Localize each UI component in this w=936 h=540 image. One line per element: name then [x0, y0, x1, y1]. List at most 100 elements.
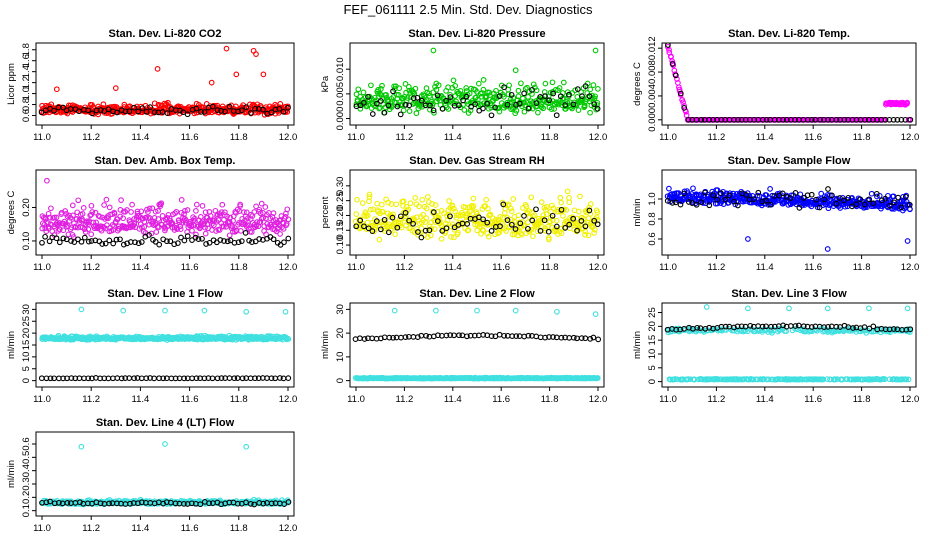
data-point — [423, 215, 430, 221]
data-point — [219, 201, 226, 208]
data-point — [894, 116, 901, 123]
panel-title: Stan. Dev. Li-820 CO2 — [109, 28, 222, 40]
y-tick-label: 20 — [335, 328, 346, 339]
data-point — [270, 210, 277, 216]
data-point — [226, 103, 233, 110]
y-axis-label: ml/min — [632, 199, 643, 227]
x-tick-label: 11.8 — [853, 394, 871, 405]
x-tick-label: 11.2 — [82, 523, 100, 534]
data-point — [525, 94, 531, 100]
data-point — [558, 225, 565, 232]
y-tick-label: 5 — [647, 365, 658, 370]
data-point — [153, 229, 160, 235]
x-tick-label: 12.0 — [279, 132, 298, 143]
data-point — [429, 201, 435, 207]
data-point — [73, 216, 80, 222]
data-point — [431, 226, 438, 232]
data-point — [792, 190, 799, 196]
data-point — [385, 199, 392, 206]
data-point — [466, 90, 473, 97]
y-tick-label: 1.2 — [21, 76, 32, 89]
data-point — [373, 100, 380, 107]
data-point — [172, 210, 178, 217]
data-point — [533, 206, 539, 213]
data-point — [549, 202, 555, 209]
data-point — [587, 211, 594, 217]
data-point — [824, 246, 831, 252]
x-tick-label: 11.0 — [33, 132, 51, 143]
data-point — [874, 193, 880, 200]
data-point — [217, 237, 224, 243]
data-point — [475, 96, 481, 103]
data-point — [122, 108, 129, 115]
x-tick-label: 11.8 — [541, 132, 559, 143]
x-tick-label: 11.6 — [804, 132, 822, 143]
data-point — [131, 375, 137, 382]
data-point — [564, 188, 571, 195]
data-point — [582, 223, 589, 230]
data-point — [97, 500, 104, 507]
data-point — [693, 201, 700, 208]
data-point — [751, 116, 758, 123]
x-tick-label: 12.0 — [279, 394, 298, 405]
data-point — [233, 103, 239, 110]
data-point — [450, 77, 457, 84]
data-point — [399, 101, 405, 108]
y-axis-label: ml/min — [632, 331, 643, 359]
data-point — [172, 500, 179, 507]
panel-title: Stan. Dev. Line 4 (LT) Flow — [96, 417, 235, 429]
data-point — [722, 323, 729, 330]
data-point — [152, 238, 159, 245]
data-point — [66, 218, 73, 224]
data-point — [685, 116, 692, 123]
y-axis-label: kPa — [320, 75, 331, 92]
data-point — [75, 197, 82, 204]
data-point — [515, 212, 522, 219]
plot-frame — [35, 431, 295, 517]
data-point — [251, 501, 258, 508]
data-point — [227, 214, 234, 221]
data-point — [189, 227, 195, 234]
data-point — [414, 334, 421, 340]
data-point — [702, 189, 708, 196]
data-point — [862, 116, 868, 123]
data-point — [257, 210, 264, 217]
data-point — [138, 208, 145, 215]
data-point — [39, 102, 45, 109]
y-tick-label: 1.4 — [21, 65, 32, 78]
data-point — [850, 325, 856, 331]
data-point — [406, 217, 412, 224]
data-point — [445, 106, 452, 112]
data-point — [127, 500, 133, 507]
x-tick-label: 11.6 — [492, 262, 510, 273]
data-point — [400, 107, 407, 114]
data-point — [495, 230, 501, 237]
plot-frame — [349, 42, 605, 126]
y-tick-label: 0.5 — [21, 451, 32, 464]
data-point — [243, 104, 250, 110]
data-point — [285, 336, 292, 342]
x-tick-label: 11.2 — [396, 132, 414, 143]
data-point — [206, 500, 212, 507]
data-point — [260, 500, 267, 507]
data-point — [414, 94, 421, 101]
data-point — [405, 84, 412, 90]
data-point — [92, 209, 99, 216]
data-point — [743, 192, 750, 198]
data-point — [508, 91, 515, 98]
data-point — [113, 236, 120, 243]
data-point — [423, 205, 430, 212]
y-tick-label: 0.6 — [21, 109, 32, 122]
data-point — [857, 328, 864, 335]
data-point — [821, 196, 828, 203]
data-point — [731, 198, 737, 205]
data-point — [120, 215, 126, 222]
data-point — [393, 201, 400, 208]
y-axis-label: Licor ppm — [6, 63, 17, 105]
data-point — [154, 66, 161, 72]
data-point — [681, 105, 688, 111]
data-point — [421, 92, 428, 99]
data-point — [726, 192, 733, 199]
data-point — [42, 225, 49, 232]
y-tick-label: 20 — [647, 321, 658, 332]
